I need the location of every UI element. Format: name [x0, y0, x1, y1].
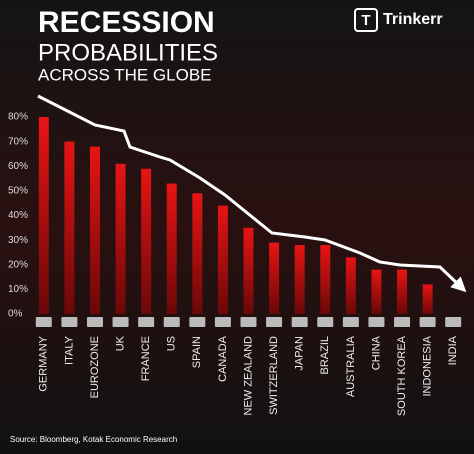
y-tick-label: 50%: [8, 186, 28, 197]
x-tick-label: INDIA: [447, 335, 459, 365]
bar: [269, 242, 280, 314]
x-tick-label: NEW ZEALAND: [242, 336, 254, 416]
bar: [89, 146, 100, 314]
flag-icon: [317, 317, 334, 327]
x-tick-label: CHINA: [370, 335, 382, 370]
x-tick-label: UK: [114, 335, 126, 351]
x-tick-label: EUROZONE: [89, 336, 101, 398]
y-tick-label: 20%: [8, 259, 28, 270]
bar: [166, 183, 177, 314]
chart-subtitle: ACROSS THE GLOBE: [38, 65, 212, 84]
x-tick-label: US: [166, 336, 178, 351]
flag-icon: [240, 317, 257, 327]
x-tick-label: INDONESIA: [422, 335, 434, 396]
y-tick-label: 60%: [8, 161, 28, 172]
bar: [217, 205, 228, 314]
flag-icon: [419, 317, 436, 327]
flag-icon: [61, 317, 78, 327]
flag-icon: [266, 317, 283, 327]
y-tick-label: 10%: [8, 284, 28, 295]
y-tick-label: 0%: [8, 309, 23, 320]
flag-icon: [291, 317, 308, 327]
flag-icon: [189, 317, 206, 327]
bar: [192, 193, 203, 314]
x-tick-label: GERMANY: [38, 335, 50, 391]
chart-title: RECESSION: [38, 6, 215, 39]
flag-icon: [163, 317, 180, 327]
x-tick-label: FRANCE: [140, 336, 152, 381]
flag-icon: [86, 317, 103, 327]
x-tick-label: SPAIN: [191, 336, 203, 368]
flag-icon: [394, 317, 411, 327]
flag-icon: [342, 317, 359, 327]
y-tick-label: 40%: [8, 210, 28, 221]
chart-subtitle: PROBABILITIES: [38, 39, 218, 66]
source-note: Source: Bloomberg, Kotak Economic Resear…: [10, 435, 177, 444]
x-tick-label: BRAZIL: [319, 336, 331, 375]
bar: [345, 257, 356, 314]
x-tick-label: ITALY: [63, 335, 75, 365]
x-tick-label: SWITZERLAND: [268, 336, 280, 415]
y-tick-label: 70%: [8, 136, 28, 147]
bar: [141, 168, 152, 314]
x-tick-label: AUSTRALIA: [345, 335, 357, 397]
flag-icon: [214, 317, 231, 327]
bar: [397, 269, 408, 314]
y-tick-label: 30%: [8, 235, 28, 246]
bar: [115, 163, 126, 314]
flag-icon: [35, 317, 52, 327]
bar: [243, 227, 254, 314]
x-tick-label: CANADA: [217, 335, 229, 382]
bar: [64, 141, 75, 314]
x-tick-label: JAPAN: [294, 336, 306, 371]
brand-name: Trinkerr: [383, 11, 443, 28]
bar: [38, 117, 49, 314]
bar: [422, 284, 433, 314]
brand-icon: T: [361, 12, 370, 29]
bar: [294, 245, 305, 314]
bar: [320, 245, 331, 314]
bar: [371, 269, 382, 314]
y-tick-label: 80%: [8, 112, 28, 123]
brand-icon-frame: [354, 8, 378, 32]
trend-arrow: [37, 94, 467, 293]
flag-icon: [112, 317, 129, 327]
flag-icon: [138, 317, 155, 327]
x-tick-label: SOUTH KOREA: [396, 335, 408, 416]
flag-icon: [368, 317, 385, 327]
flag-icon: [445, 317, 462, 327]
